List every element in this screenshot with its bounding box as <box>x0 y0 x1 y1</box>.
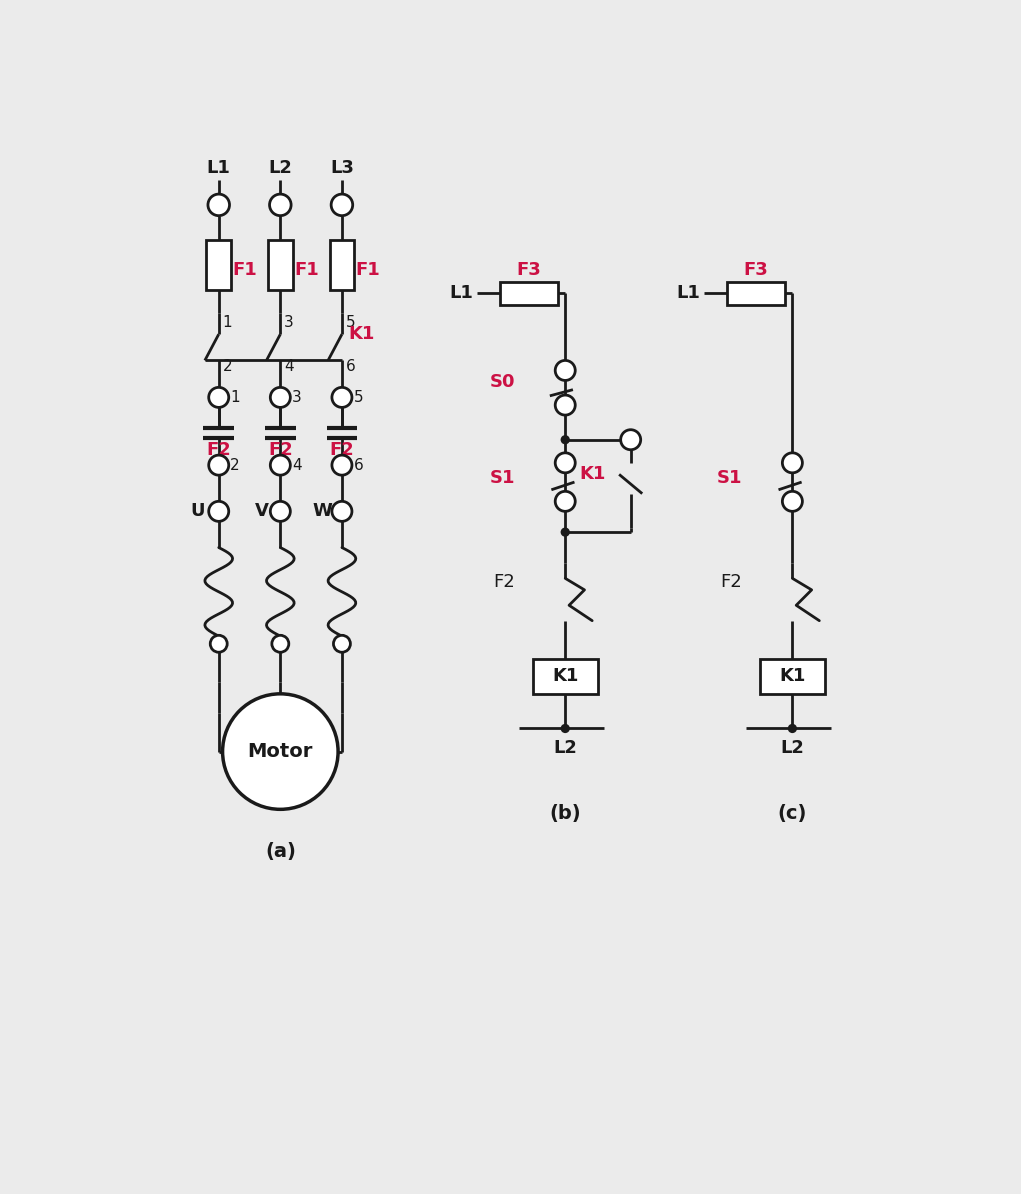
Text: 5: 5 <box>346 315 355 331</box>
Text: F2: F2 <box>206 441 231 458</box>
Text: L3: L3 <box>330 159 354 177</box>
Text: F1: F1 <box>355 261 381 279</box>
Text: 3: 3 <box>292 390 301 405</box>
Circle shape <box>271 501 290 522</box>
Text: K1: K1 <box>779 667 806 685</box>
Bar <box>727 282 785 304</box>
Text: 4: 4 <box>284 359 294 374</box>
Text: F3: F3 <box>743 261 768 279</box>
Text: 2: 2 <box>223 359 232 374</box>
Circle shape <box>555 361 575 381</box>
Text: S1: S1 <box>717 469 742 487</box>
Text: 4: 4 <box>292 457 301 473</box>
Text: 5: 5 <box>353 390 363 405</box>
Text: F2: F2 <box>721 573 742 591</box>
Text: U: U <box>190 503 205 521</box>
Text: F1: F1 <box>294 261 319 279</box>
Circle shape <box>270 195 291 216</box>
Circle shape <box>331 195 352 216</box>
Text: F3: F3 <box>516 261 541 279</box>
Circle shape <box>208 387 229 407</box>
Text: K1: K1 <box>348 325 375 343</box>
Circle shape <box>621 430 641 450</box>
Circle shape <box>334 635 350 652</box>
Text: 6: 6 <box>353 457 363 473</box>
Text: 3: 3 <box>284 315 294 331</box>
Circle shape <box>332 501 352 522</box>
Text: F1: F1 <box>233 261 257 279</box>
Text: 6: 6 <box>346 359 355 374</box>
Text: L1: L1 <box>676 284 700 302</box>
Circle shape <box>332 387 352 407</box>
Text: V: V <box>255 503 269 521</box>
Bar <box>499 282 557 304</box>
Text: L1: L1 <box>449 284 473 302</box>
Circle shape <box>782 453 803 473</box>
Circle shape <box>223 694 338 810</box>
Circle shape <box>332 455 352 475</box>
Text: L2: L2 <box>269 159 292 177</box>
Circle shape <box>271 455 290 475</box>
Circle shape <box>561 435 570 444</box>
Circle shape <box>561 724 570 733</box>
Bar <box>760 659 825 694</box>
Text: W: W <box>312 503 333 521</box>
Text: L2: L2 <box>780 739 805 757</box>
Circle shape <box>788 724 797 733</box>
Text: 1: 1 <box>231 390 240 405</box>
Text: (a): (a) <box>264 842 296 861</box>
Circle shape <box>208 455 229 475</box>
Bar <box>330 240 354 290</box>
Bar <box>268 240 293 290</box>
Text: (c): (c) <box>778 804 807 823</box>
Text: L1: L1 <box>207 159 231 177</box>
Text: (b): (b) <box>549 804 581 823</box>
Bar <box>206 240 231 290</box>
Text: K1: K1 <box>552 667 579 685</box>
Circle shape <box>271 387 290 407</box>
Text: K1: K1 <box>579 466 605 484</box>
Text: F2: F2 <box>330 441 354 458</box>
Circle shape <box>555 453 575 473</box>
Circle shape <box>272 635 289 652</box>
Circle shape <box>782 491 803 511</box>
Circle shape <box>561 528 570 537</box>
Text: S1: S1 <box>490 469 516 487</box>
Circle shape <box>208 195 230 216</box>
Circle shape <box>555 491 575 511</box>
Circle shape <box>555 395 575 416</box>
Circle shape <box>208 501 229 522</box>
Text: 1: 1 <box>223 315 232 331</box>
Text: F2: F2 <box>268 441 293 458</box>
Text: F2: F2 <box>493 573 516 591</box>
Bar <box>533 659 597 694</box>
Text: 2: 2 <box>231 457 240 473</box>
Circle shape <box>210 635 228 652</box>
Text: L2: L2 <box>553 739 577 757</box>
Text: S0: S0 <box>490 373 516 390</box>
Text: Motor: Motor <box>248 743 313 761</box>
